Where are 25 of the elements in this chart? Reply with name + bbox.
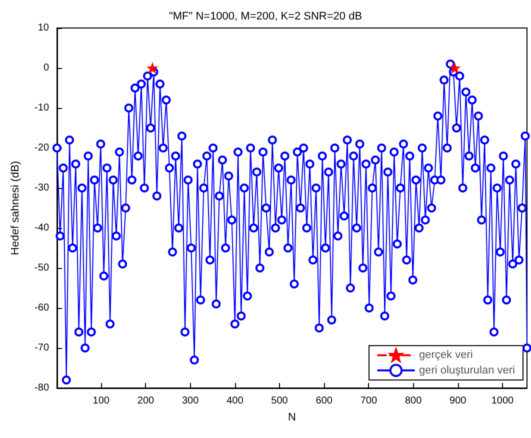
chart-title: "MF" N=1000, M=200, K=2 SNR=20 dB: [168, 10, 362, 22]
x-axis-title: N: [288, 412, 296, 424]
y-tick-label: -60: [34, 302, 50, 314]
y-tick-label: -70: [34, 342, 50, 354]
y-tick-label: -10: [34, 102, 50, 114]
y-tick-label: -80: [34, 382, 50, 394]
legend-label: geri oluşturulan veri: [419, 364, 516, 376]
y-axis-title: Hedef sahnesi (dB): [10, 160, 22, 256]
x-tick-label: 400: [226, 396, 244, 406]
y-tick-label: 0: [43, 62, 50, 74]
x-tick-label: 900: [450, 396, 467, 406]
x-tick-label: 200: [137, 396, 155, 406]
x-tick-label: 300: [182, 396, 200, 406]
x-tick-label: 600: [316, 396, 333, 406]
y-tick-label: -30: [34, 182, 50, 194]
x-tick-label: 100: [92, 396, 110, 406]
legend-label: gerçek veri: [419, 349, 473, 362]
x-tick-label: 800: [404, 396, 422, 406]
y-tick-label: 10: [38, 22, 50, 34]
y-tick-label: -40: [34, 222, 50, 234]
x-tick-label: 1000: [491, 396, 514, 406]
y-tick-label: -20: [34, 142, 50, 154]
x-tick-label: 700: [360, 396, 378, 406]
x-tick-label: 500: [271, 396, 288, 406]
y-tick-label: -50: [34, 262, 50, 274]
